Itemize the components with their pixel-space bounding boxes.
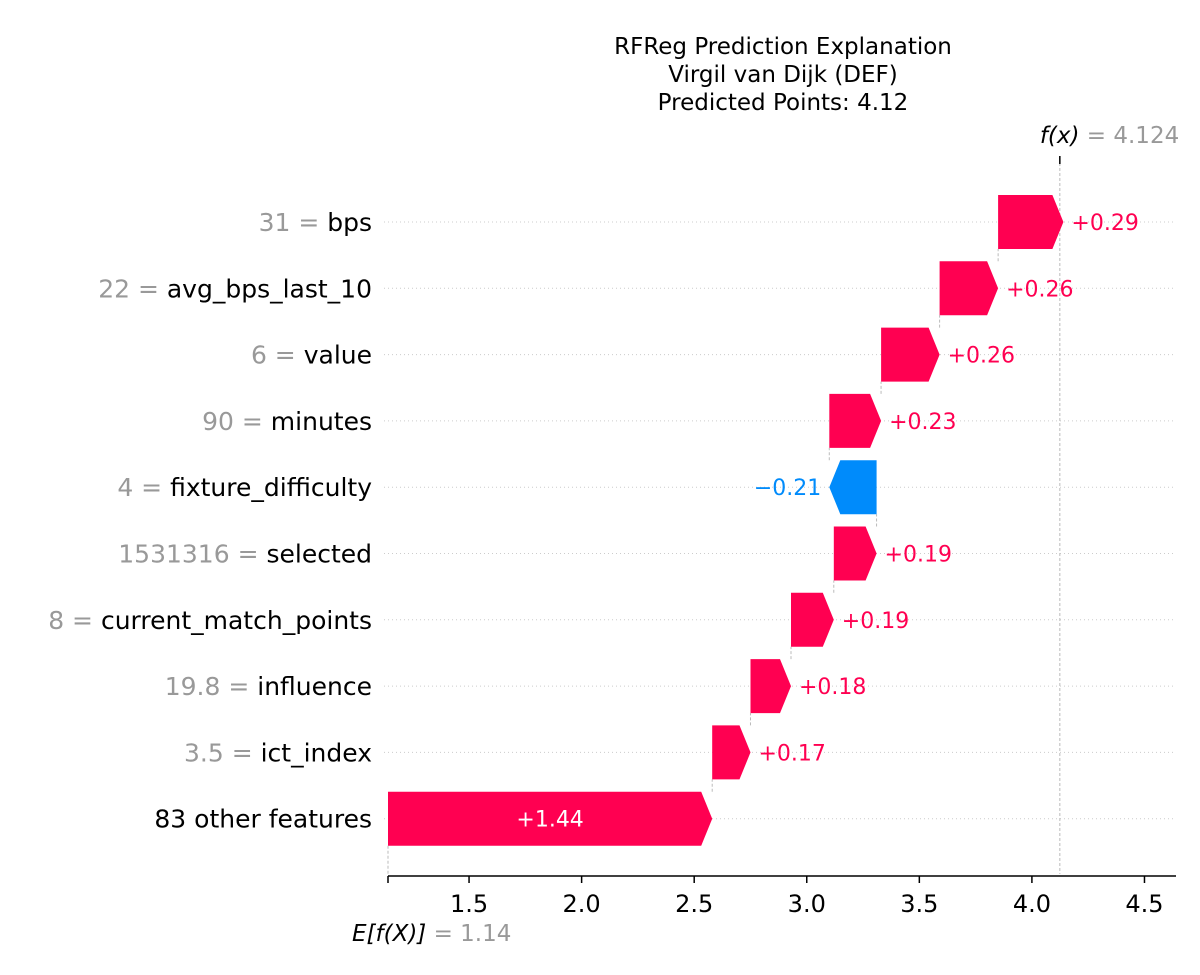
feature-name: ict_index [261,738,372,767]
feature-label-7: 19.8 = influence [165,672,372,701]
feature-labels: 31 = bps 22 = avg_bps_last_10 6 = value 90 … [48,208,372,834]
feature-name: minutes [271,407,372,436]
bar-value-label-0: +0.29 [1071,211,1138,236]
base-value-label: E[f(X)] = 1.14 [352,921,511,947]
final-value-symbol: f(x) [1040,123,1080,149]
bar-7 [750,659,791,714]
title-line-0: RFReg Prediction Explanation [614,34,952,60]
feature-equals: = [130,274,167,303]
feature-name: bps [327,208,372,237]
feature-name: influence [257,672,372,701]
x-tick-label-3: 3.0 [788,890,826,918]
feature-label-4: 4 = fixture_difficulty [117,473,372,502]
row-gridlines [384,221,1176,820]
feature-equals: = [64,606,101,635]
feature-equals: = [234,407,271,436]
feature-value: 19.8 [165,672,221,701]
feature-value: 31 [259,208,291,237]
x-tick-label-6: 4.5 [1125,890,1163,918]
bar-2 [881,327,940,382]
feature-value: 3.5 [184,738,224,767]
bar-value-label-2: +0.26 [948,344,1015,369]
feature-name: 83 other features [154,805,372,834]
feature-label-2: 6 = value [251,341,372,370]
bar-4 [829,460,877,515]
bar-value-label-7: +0.18 [799,675,866,700]
feature-label-8: 3.5 = ict_index [184,738,372,767]
bar-9 [388,791,713,846]
bars: +0.29 +0.26 +0.26 +0.23 −0.21 +0.19 +0.19 +0.18… [388,195,1139,846]
feature-equals: = [220,672,257,701]
bar-value-label-5: +0.19 [885,543,952,568]
x-tick-label-2: 2.5 [675,890,713,918]
feature-name: current_match_points [101,606,372,635]
feature-label-9: 83 other features [154,805,372,834]
feature-name: avg_bps_last_10 [167,274,372,303]
x-tick-label-0: 1.5 [450,890,488,918]
bar-5 [833,526,877,581]
feature-value: 22 [98,274,130,303]
feature-value: 1531316 [118,540,229,569]
title-line-1: Virgil van Dijk (DEF) [668,62,898,88]
feature-equals: = [224,738,261,767]
bar-value-label-3: +0.23 [889,410,956,435]
feature-value: 8 [48,606,64,635]
feature-name: value [304,341,372,370]
bar-3 [829,393,882,448]
feature-equals: = [290,208,327,237]
feature-value: 90 [202,407,234,436]
title-line-2: Predicted Points: 4.12 [658,90,909,116]
bar-value-label-6: +0.19 [842,609,909,634]
x-tick-label-4: 3.5 [900,890,938,918]
feature-label-1: 22 = avg_bps_last_10 [98,274,372,303]
feature-label-6: 8 = current_match_points [48,606,372,635]
feature-value: 4 [117,473,133,502]
bar-value-label-4: −0.21 [754,476,821,501]
final-value-label: f(x) = 4.124 [1040,123,1179,149]
feature-value: 6 [251,341,267,370]
feature-equals: = [267,341,304,370]
base-value-symbol: E[f(X)] [352,921,426,947]
bar-0 [998,195,1064,249]
x-tick-label-5: 4.0 [1013,890,1051,918]
feature-label-0: 31 = bps [259,208,372,237]
final-value-marker: f(x) = 4.124 [1040,123,1179,164]
x-tick-label-1: 2.0 [563,890,601,918]
x-axis: 1.5 2.0 2.5 3.0 3.5 4.0 4.5 [387,875,1176,918]
bar-1 [939,261,999,316]
bar-value-label-8: +0.17 [758,741,825,766]
base-value-text: = 1.14 [426,921,511,947]
bar-8 [712,725,751,780]
base-value-marker: E[f(X)] = 1.14 [352,921,511,947]
feature-name: fixture_difficulty [170,473,372,502]
feature-equals: = [133,473,170,502]
final-value-text: = 4.124 [1079,123,1179,149]
connector-lines [387,158,1061,874]
feature-equals: = [230,540,267,569]
bar-6 [791,592,834,647]
feature-label-3: 90 = minutes [202,407,372,436]
feature-name: selected [266,540,372,569]
feature-label-5: 1531316 = selected [118,540,372,569]
bar-value-label-9: +1.44 [516,808,583,833]
bar-value-label-1: +0.26 [1006,277,1073,302]
